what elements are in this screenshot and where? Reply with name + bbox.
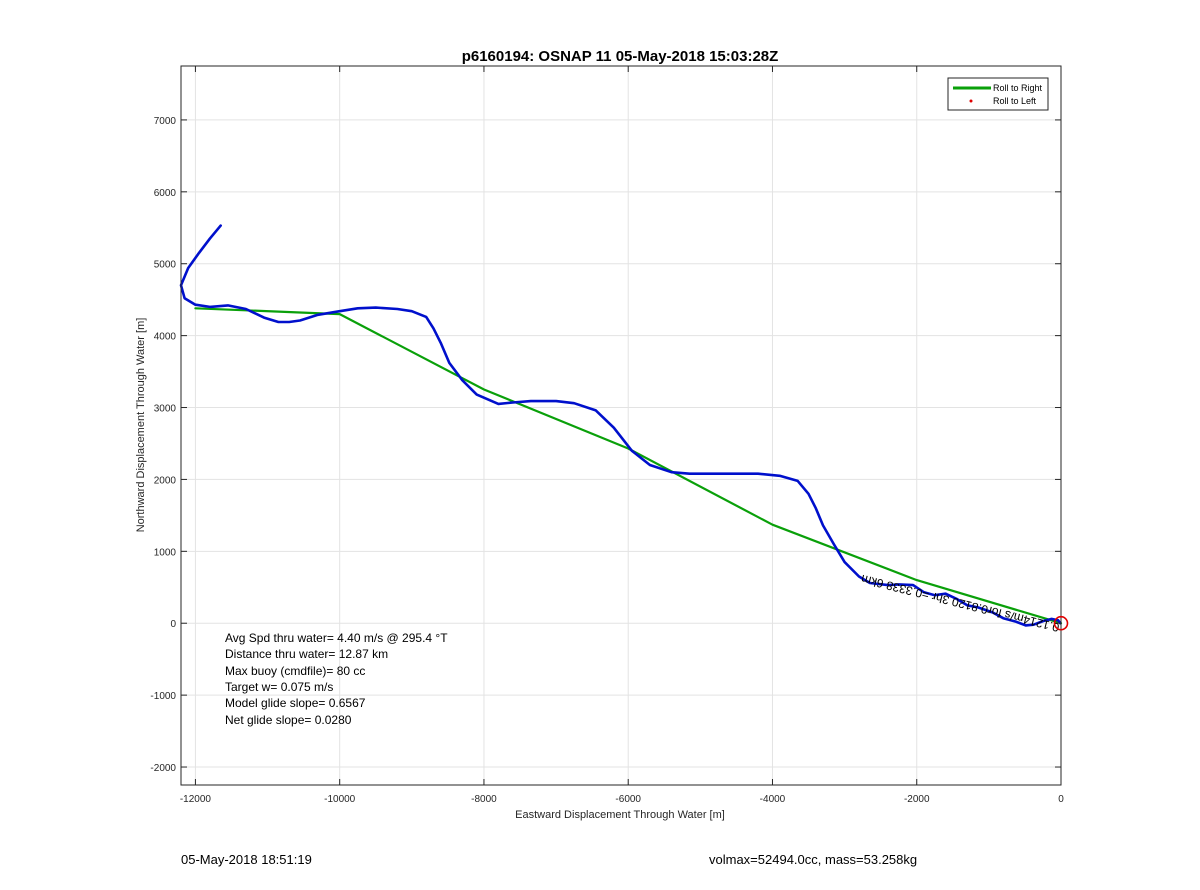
annotation-max-buoy: Max buoy (cmdfile)= 80 cc bbox=[225, 664, 365, 678]
y-tick-label: -1000 bbox=[150, 691, 176, 702]
x-tick-label: -2000 bbox=[904, 794, 930, 805]
annotation-distance: Distance thru water= 12.87 km bbox=[225, 647, 388, 661]
legend-swatch-roll-left bbox=[969, 99, 973, 103]
y-tick-label: 3000 bbox=[154, 404, 177, 415]
annotation-net-glide: Net glide slope= 0.0280 bbox=[225, 713, 352, 727]
track-line bbox=[179, 224, 1062, 627]
legend: Roll to Right Roll to Left bbox=[947, 77, 1049, 111]
x-tick-label: -8000 bbox=[471, 794, 497, 805]
stats-annotation: Avg Spd thru water= 4.40 m/s @ 295.4 °T … bbox=[225, 631, 448, 727]
annotation-avg-speed: Avg Spd thru water= 4.40 m/s @ 295.4 °T bbox=[225, 631, 448, 645]
x-tick-label: -4000 bbox=[760, 794, 786, 805]
legend-box bbox=[947, 77, 1049, 111]
y-tick-label: 2000 bbox=[154, 475, 177, 486]
chart-title: p6160194: OSNAP 11 05-May-2018 15:03:28Z bbox=[462, 48, 779, 65]
y-tick-label: 5000 bbox=[154, 260, 177, 271]
current-position-marker bbox=[1053, 615, 1069, 631]
axes-frame bbox=[180, 65, 1062, 786]
x-tick-label: -6000 bbox=[615, 794, 641, 805]
segment-speed-label: 0.1214m/s for0.8120 3hr =0.3338 6km bbox=[860, 572, 1061, 635]
x-tick-label: 0 bbox=[1058, 794, 1064, 805]
x-tick-label: -12000 bbox=[180, 794, 212, 805]
ticks: -12000 -10000 -8000 -6000 -4000 -2000 0-2000-1… bbox=[150, 66, 1064, 805]
y-tick-label: -2000 bbox=[150, 763, 176, 774]
annotation-target-w: Target w= 0.075 m/s bbox=[225, 680, 333, 694]
y-tick-label: 4000 bbox=[154, 332, 177, 343]
gridlines bbox=[181, 66, 1062, 785]
y-axis-label: Northward Displacement Through Water [m] bbox=[135, 318, 147, 533]
x-tick-label: -10000 bbox=[324, 794, 356, 805]
y-tick-label: 0 bbox=[170, 619, 176, 630]
footer-timestamp: 05-May-2018 18:51:19 bbox=[181, 852, 312, 867]
legend-label-roll-left: Roll to Left bbox=[993, 96, 1037, 106]
x-axis-label: Eastward Displacement Through Water [m] bbox=[515, 809, 725, 821]
y-tick-label: 6000 bbox=[154, 188, 177, 199]
dive-segment-line bbox=[194, 307, 1063, 625]
y-tick-label: 1000 bbox=[154, 547, 177, 558]
footer-mass-info: volmax=52494.0cc, mass=53.258kg bbox=[709, 852, 918, 867]
annotation-model-glide: Model glide slope= 0.6567 bbox=[225, 696, 366, 710]
series-group bbox=[179, 224, 1063, 627]
y-tick-label: 7000 bbox=[154, 116, 177, 127]
legend-label-roll-right: Roll to Right bbox=[993, 83, 1043, 93]
